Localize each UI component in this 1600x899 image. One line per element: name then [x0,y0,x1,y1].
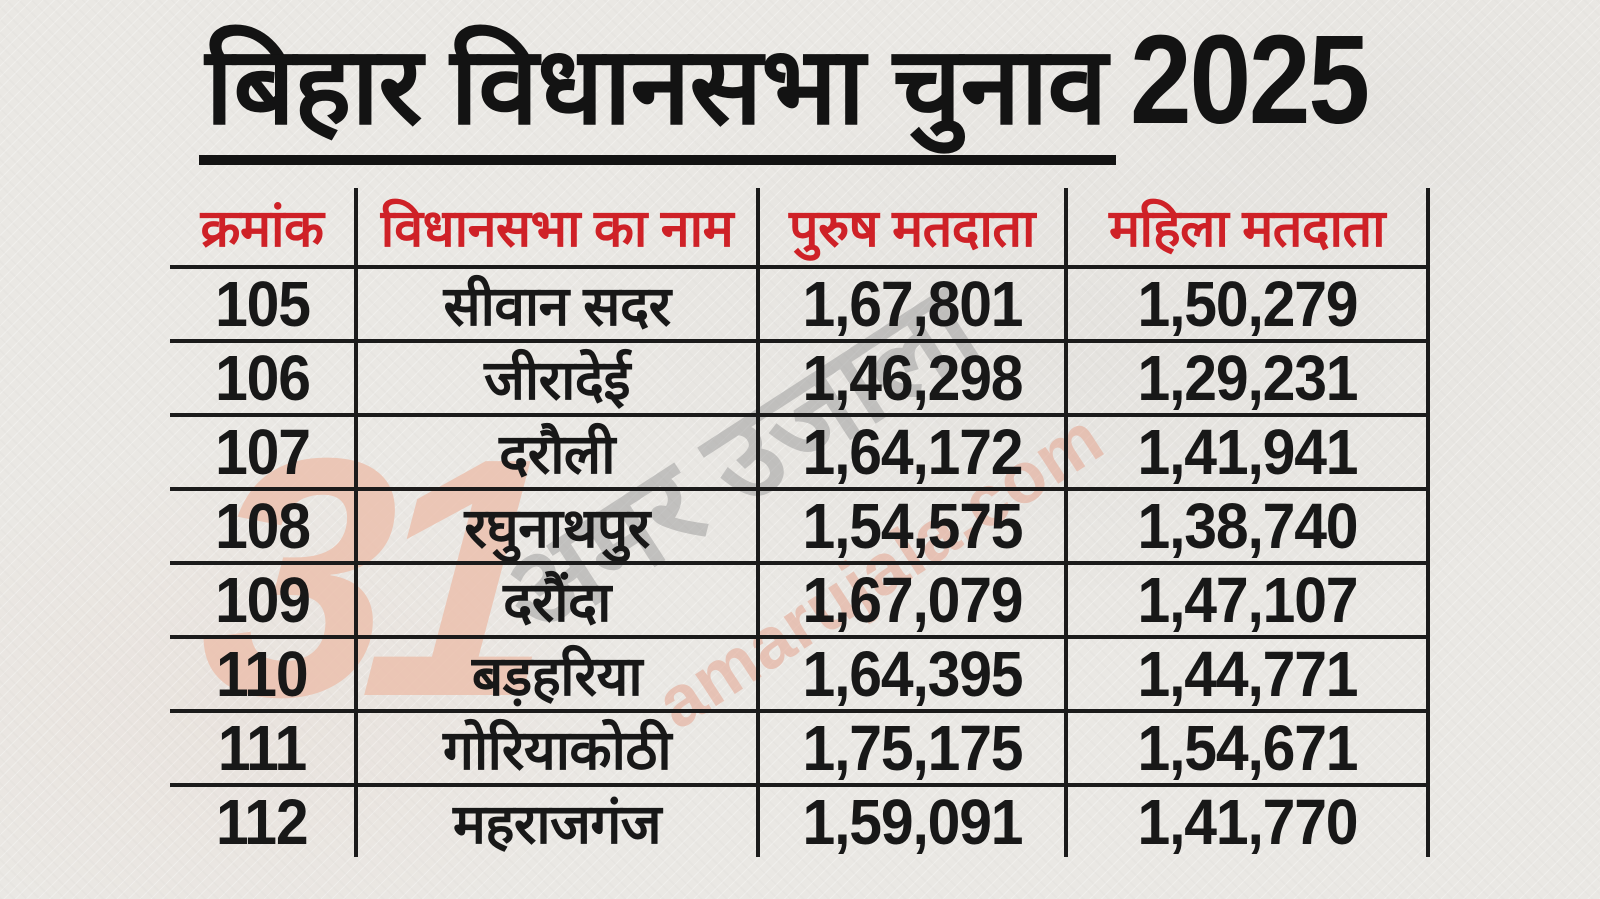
cell-serial: 108 [170,487,358,562]
table-header-female: महिला मतदाता [1068,188,1430,265]
cell-male: 1,54,575 [760,487,1068,562]
cell-male: 1,64,172 [760,413,1068,488]
cell-female: 1,50,279 [1068,265,1430,340]
cell-name: रघुनाथपुर [358,487,760,561]
cell-name: सीवान सदर [358,265,760,339]
cell-female: 1,47,107 [1068,561,1430,636]
cell-male: 1,64,395 [760,635,1068,710]
voters-table: क्रमांक विधानसभा का नाम पुरुष मतदाता महि… [170,188,1430,858]
cell-serial: 107 [170,413,358,488]
table-header-male: पुरुष मतदाता [760,188,1068,265]
cell-female: 1,41,941 [1068,413,1430,488]
cell-female: 1,41,770 [1068,783,1430,858]
table-header-name: विधानसभा का नाम [358,188,760,265]
cell-male: 1,59,091 [760,783,1068,858]
title-underlined-text: बिहार विधानसभा चुनाव [199,18,1117,165]
title-year: 2025 [1130,9,1370,150]
cell-serial: 111 [170,709,358,784]
cell-name: दरौंदा [358,561,760,635]
cell-name: गोरियाकोठी [358,709,760,783]
cell-male: 1,67,801 [760,265,1068,340]
cell-name: बड़हरिया [358,635,760,709]
cell-female: 1,38,740 [1068,487,1430,562]
cell-serial: 109 [170,561,358,636]
cell-serial: 110 [170,635,358,710]
cell-male: 1,75,175 [760,709,1068,784]
page-title: बिहार विधानसभा चुनाव 2025 [0,9,1600,165]
cell-female: 1,44,771 [1068,635,1430,710]
cell-name: दरौली [358,413,760,487]
cell-name: जीरादेई [358,339,760,413]
cell-male: 1,67,079 [760,561,1068,636]
table-header-serial: क्रमांक [170,188,358,265]
cell-female: 1,54,671 [1068,709,1430,784]
cell-name: महराजगंज [358,783,760,857]
cell-serial: 105 [170,265,358,340]
cell-serial: 106 [170,339,358,414]
cell-serial: 112 [170,783,358,858]
cell-male: 1,46,298 [760,339,1068,414]
cell-female: 1,29,231 [1068,339,1430,414]
